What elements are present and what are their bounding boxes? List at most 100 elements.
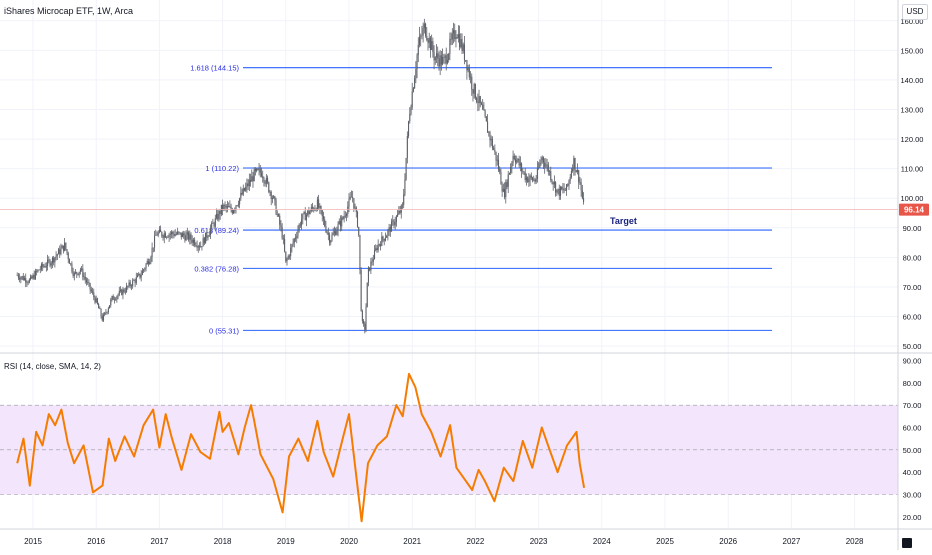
- candle-body: [66, 249, 68, 254]
- candle-body: [474, 84, 476, 99]
- candle-body: [572, 168, 574, 172]
- candle-body: [127, 285, 129, 287]
- candle-body: [517, 158, 519, 161]
- candle-body: [101, 316, 103, 321]
- candle-body: [109, 305, 111, 309]
- candle-body: [558, 188, 560, 196]
- candle-body: [107, 308, 109, 313]
- time-tick-label: 2025: [656, 537, 674, 546]
- candle-body: [330, 240, 332, 243]
- candle-body: [189, 234, 191, 240]
- candle-body: [482, 104, 484, 110]
- candle-body: [102, 314, 105, 321]
- price-tick-label: 160.00: [901, 17, 924, 26]
- candle-body: [373, 250, 376, 260]
- candle-body: [580, 182, 582, 191]
- candle-body: [576, 170, 579, 173]
- price-tick-label: 80.00: [903, 253, 922, 262]
- candle-body: [508, 173, 510, 175]
- candle-body: [226, 206, 229, 208]
- candle-body: [51, 257, 53, 264]
- candle-body: [505, 182, 507, 198]
- candle-body: [158, 229, 160, 233]
- candle-body: [175, 234, 177, 235]
- candle-body: [375, 248, 377, 251]
- candle-body: [519, 163, 521, 166]
- candle-body: [342, 217, 344, 219]
- candle-body: [115, 299, 117, 301]
- candle-body: [257, 168, 259, 170]
- candle-body: [320, 206, 322, 211]
- candle-body: [569, 177, 571, 181]
- candle-body: [559, 186, 562, 196]
- candle-body: [89, 283, 91, 290]
- candle-body: [285, 251, 287, 262]
- candle-body: [499, 169, 501, 172]
- rsi-tick-label: 90.00: [903, 356, 922, 365]
- candle-body: [67, 253, 69, 260]
- candle-body: [446, 60, 448, 64]
- candle-body: [376, 248, 378, 250]
- candle-body: [61, 245, 63, 249]
- candle-body: [228, 206, 230, 208]
- candle-body: [144, 268, 146, 270]
- rsi-line: [16, 372, 586, 523]
- price-tick-label: 100.00: [901, 194, 924, 203]
- candle-body: [403, 194, 405, 205]
- candle-body: [546, 164, 548, 166]
- candle-body: [169, 234, 171, 235]
- candle-body: [185, 234, 187, 241]
- candle-body: [332, 233, 334, 236]
- candle-body: [494, 149, 496, 152]
- candle-body: [74, 272, 77, 274]
- candle-body: [62, 245, 64, 251]
- candle-body: [322, 216, 325, 220]
- candle-body: [173, 234, 175, 236]
- time-tick-label: 2016: [87, 537, 105, 546]
- price-tick-label: 130.00: [901, 106, 924, 115]
- candle-body: [112, 296, 114, 300]
- candle-body: [583, 198, 585, 203]
- candle-body: [305, 214, 308, 221]
- candle-body: [121, 289, 123, 295]
- candle-body: [293, 238, 295, 243]
- price-tick-label: 70.00: [903, 283, 922, 292]
- fib-level-label: 1 (110.22): [205, 164, 239, 173]
- candle-body: [279, 215, 281, 225]
- candle-body: [235, 205, 237, 210]
- candle-body: [111, 296, 113, 300]
- candle-body: [38, 269, 40, 271]
- candle-body: [132, 280, 134, 287]
- candle-body: [77, 273, 79, 275]
- candle-body: [564, 190, 566, 191]
- candle-body: [394, 222, 396, 226]
- candle-body: [253, 169, 255, 182]
- candle-body: [232, 210, 235, 214]
- candle-body: [380, 244, 382, 246]
- currency-button[interactable]: USD: [902, 4, 928, 20]
- candle-body: [252, 176, 254, 182]
- time-tick-label: 2019: [277, 537, 295, 546]
- candle-body: [45, 266, 47, 268]
- candle-body: [506, 182, 508, 187]
- candle-body: [529, 175, 531, 180]
- candle-body: [435, 53, 438, 58]
- candle-body: [90, 289, 92, 292]
- candle-body: [313, 208, 315, 211]
- candle-body: [116, 296, 118, 300]
- candle-body: [497, 159, 500, 170]
- candle-body: [339, 220, 342, 227]
- candle-body: [333, 231, 335, 234]
- candle-body: [421, 35, 423, 37]
- candle-body: [454, 30, 456, 40]
- candle-body: [237, 204, 239, 206]
- candle-body: [110, 299, 112, 306]
- candle-body: [104, 312, 106, 315]
- candle-body: [28, 279, 30, 283]
- candle-body: [535, 178, 537, 182]
- time-tick-label: 2028: [846, 537, 864, 546]
- candle-body: [404, 179, 406, 195]
- candle-body: [301, 219, 303, 226]
